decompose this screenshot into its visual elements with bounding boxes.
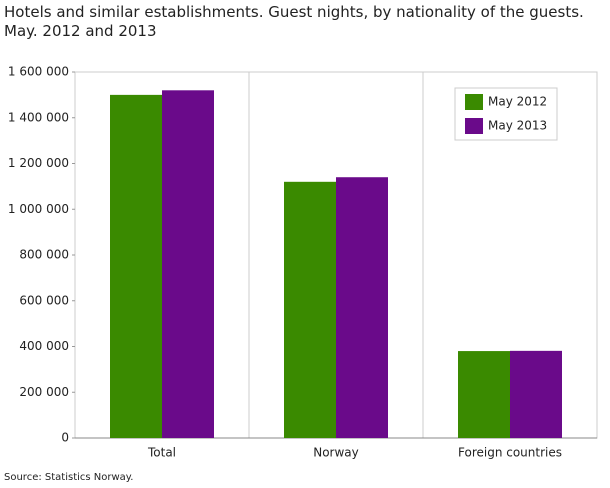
bar <box>110 94 162 438</box>
x-tick-label: Total <box>147 446 176 460</box>
bar <box>510 350 562 438</box>
bar <box>284 181 336 439</box>
bar <box>336 177 388 438</box>
y-tick-label: 1 000 000 <box>8 202 69 216</box>
x-tick-label: Foreign countries <box>458 446 562 460</box>
y-tick-label: 0 <box>61 431 69 445</box>
y-tick-label: 200 000 <box>19 385 69 399</box>
y-tick-label: 1 400 000 <box>8 110 69 124</box>
y-tick-label: 800 000 <box>19 248 69 262</box>
legend-label: May 2013 <box>488 119 547 133</box>
chart-title: Hotels and similar establishments. Guest… <box>4 3 584 40</box>
bar <box>458 351 510 438</box>
y-tick-label: 1 600 000 <box>8 65 69 79</box>
y-tick-label: 600 000 <box>19 293 69 307</box>
legend-label: May 2012 <box>488 95 547 109</box>
legend-swatch <box>465 118 483 134</box>
source: Source: Statistics Norway. <box>4 472 134 483</box>
bar <box>162 90 214 439</box>
y-tick-label: 1 200 000 <box>8 156 69 170</box>
y-tick-label: 400 000 <box>19 339 69 353</box>
x-tick-label: Norway <box>313 446 359 460</box>
legend-swatch <box>465 94 483 110</box>
